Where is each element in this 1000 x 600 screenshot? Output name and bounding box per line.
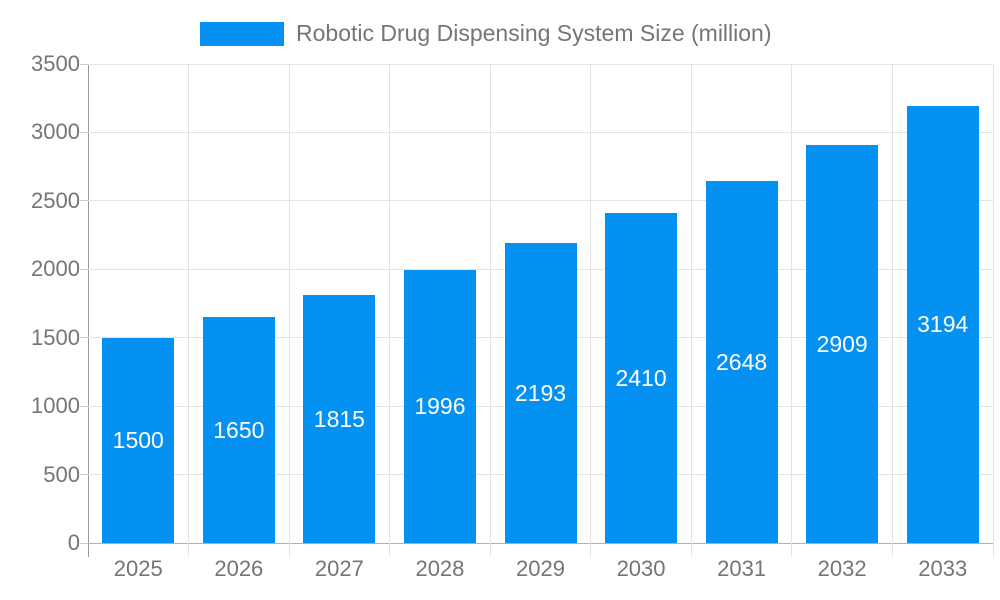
y-tick-mark: [80, 542, 88, 544]
y-axis-tick-label: 3000: [31, 119, 80, 145]
bar-value-label: 1650: [213, 417, 265, 444]
y-axis-tick-label: 1000: [31, 393, 80, 419]
bar-value-label: 1500: [112, 427, 164, 454]
bar-value-label: 1815: [313, 405, 365, 432]
x-gridline: [288, 64, 290, 557]
bar-value-label: 2193: [514, 379, 567, 406]
y-axis-line: [88, 64, 89, 557]
x-gridline: [891, 64, 893, 557]
plot-area: 0 500 1000 1500 2000 2500 3000 3500 1500 2025 1650…: [31, 53, 994, 581]
bar[interactable]: [504, 242, 577, 543]
y-tick-mark: [80, 63, 88, 65]
y-tick-mark: [80, 337, 88, 339]
x-gridline: [791, 64, 793, 557]
y-axis-tick-label: 1500: [31, 324, 80, 350]
x-gridline: [590, 64, 592, 557]
x-axis-tick-label: 2026: [214, 556, 264, 581]
x-gridline: [489, 64, 491, 557]
bar[interactable]: [705, 180, 778, 543]
bar[interactable]: [303, 294, 376, 543]
x-axis-baseline: [80, 543, 993, 544]
x-axis-tick-label: 2027: [314, 556, 364, 581]
x-axis-tick-label: 2030: [616, 556, 666, 581]
bar[interactable]: [605, 213, 678, 543]
bar-value-label: 2648: [716, 348, 768, 375]
x-axis-tick-label: 2025: [113, 556, 163, 581]
bar[interactable]: [102, 337, 175, 543]
legend-swatch: [200, 21, 284, 46]
x-gridline: [389, 64, 391, 557]
y-axis-tick-label: 500: [43, 461, 80, 487]
y-gridline: [88, 63, 993, 65]
x-gridline: [992, 64, 994, 557]
bar-value-label: 2909: [816, 330, 868, 357]
bar[interactable]: [403, 269, 476, 543]
y-axis-tick-label: 2500: [31, 187, 80, 213]
bar[interactable]: [906, 105, 979, 543]
y-axis-tick-label: 2000: [31, 256, 80, 282]
y-tick-mark: [80, 131, 88, 133]
bar-value-label: 2410: [615, 365, 667, 392]
bar[interactable]: [202, 317, 275, 543]
x-axis-tick-label: 2032: [817, 556, 867, 581]
x-gridline: [188, 64, 190, 557]
x-axis-tick-label: 2028: [415, 556, 465, 581]
y-tick-mark: [80, 474, 88, 476]
x-axis-tick-label: 2029: [516, 556, 565, 581]
legend[interactable]: Robotic Drug Dispensing System Size (mil…: [200, 20, 772, 47]
y-axis-tick-label: 0: [67, 530, 80, 555]
y-gridline: [88, 131, 993, 133]
bar[interactable]: [806, 144, 879, 543]
y-gridline: [88, 200, 993, 202]
bar-value-label: 1996: [414, 393, 466, 420]
legend-label: Robotic Drug Dispensing System Size (mil…: [296, 20, 772, 46]
x-gridline: [690, 64, 692, 557]
y-tick-mark: [80, 200, 88, 202]
bar-value-label: 3194: [917, 311, 969, 338]
x-axis-tick-label: 2033: [918, 556, 968, 581]
y-tick-mark: [80, 405, 88, 407]
x-axis-tick-label: 2031: [717, 556, 767, 581]
y-axis-tick-label: 3500: [31, 51, 80, 76]
y-tick-mark: [80, 268, 88, 270]
